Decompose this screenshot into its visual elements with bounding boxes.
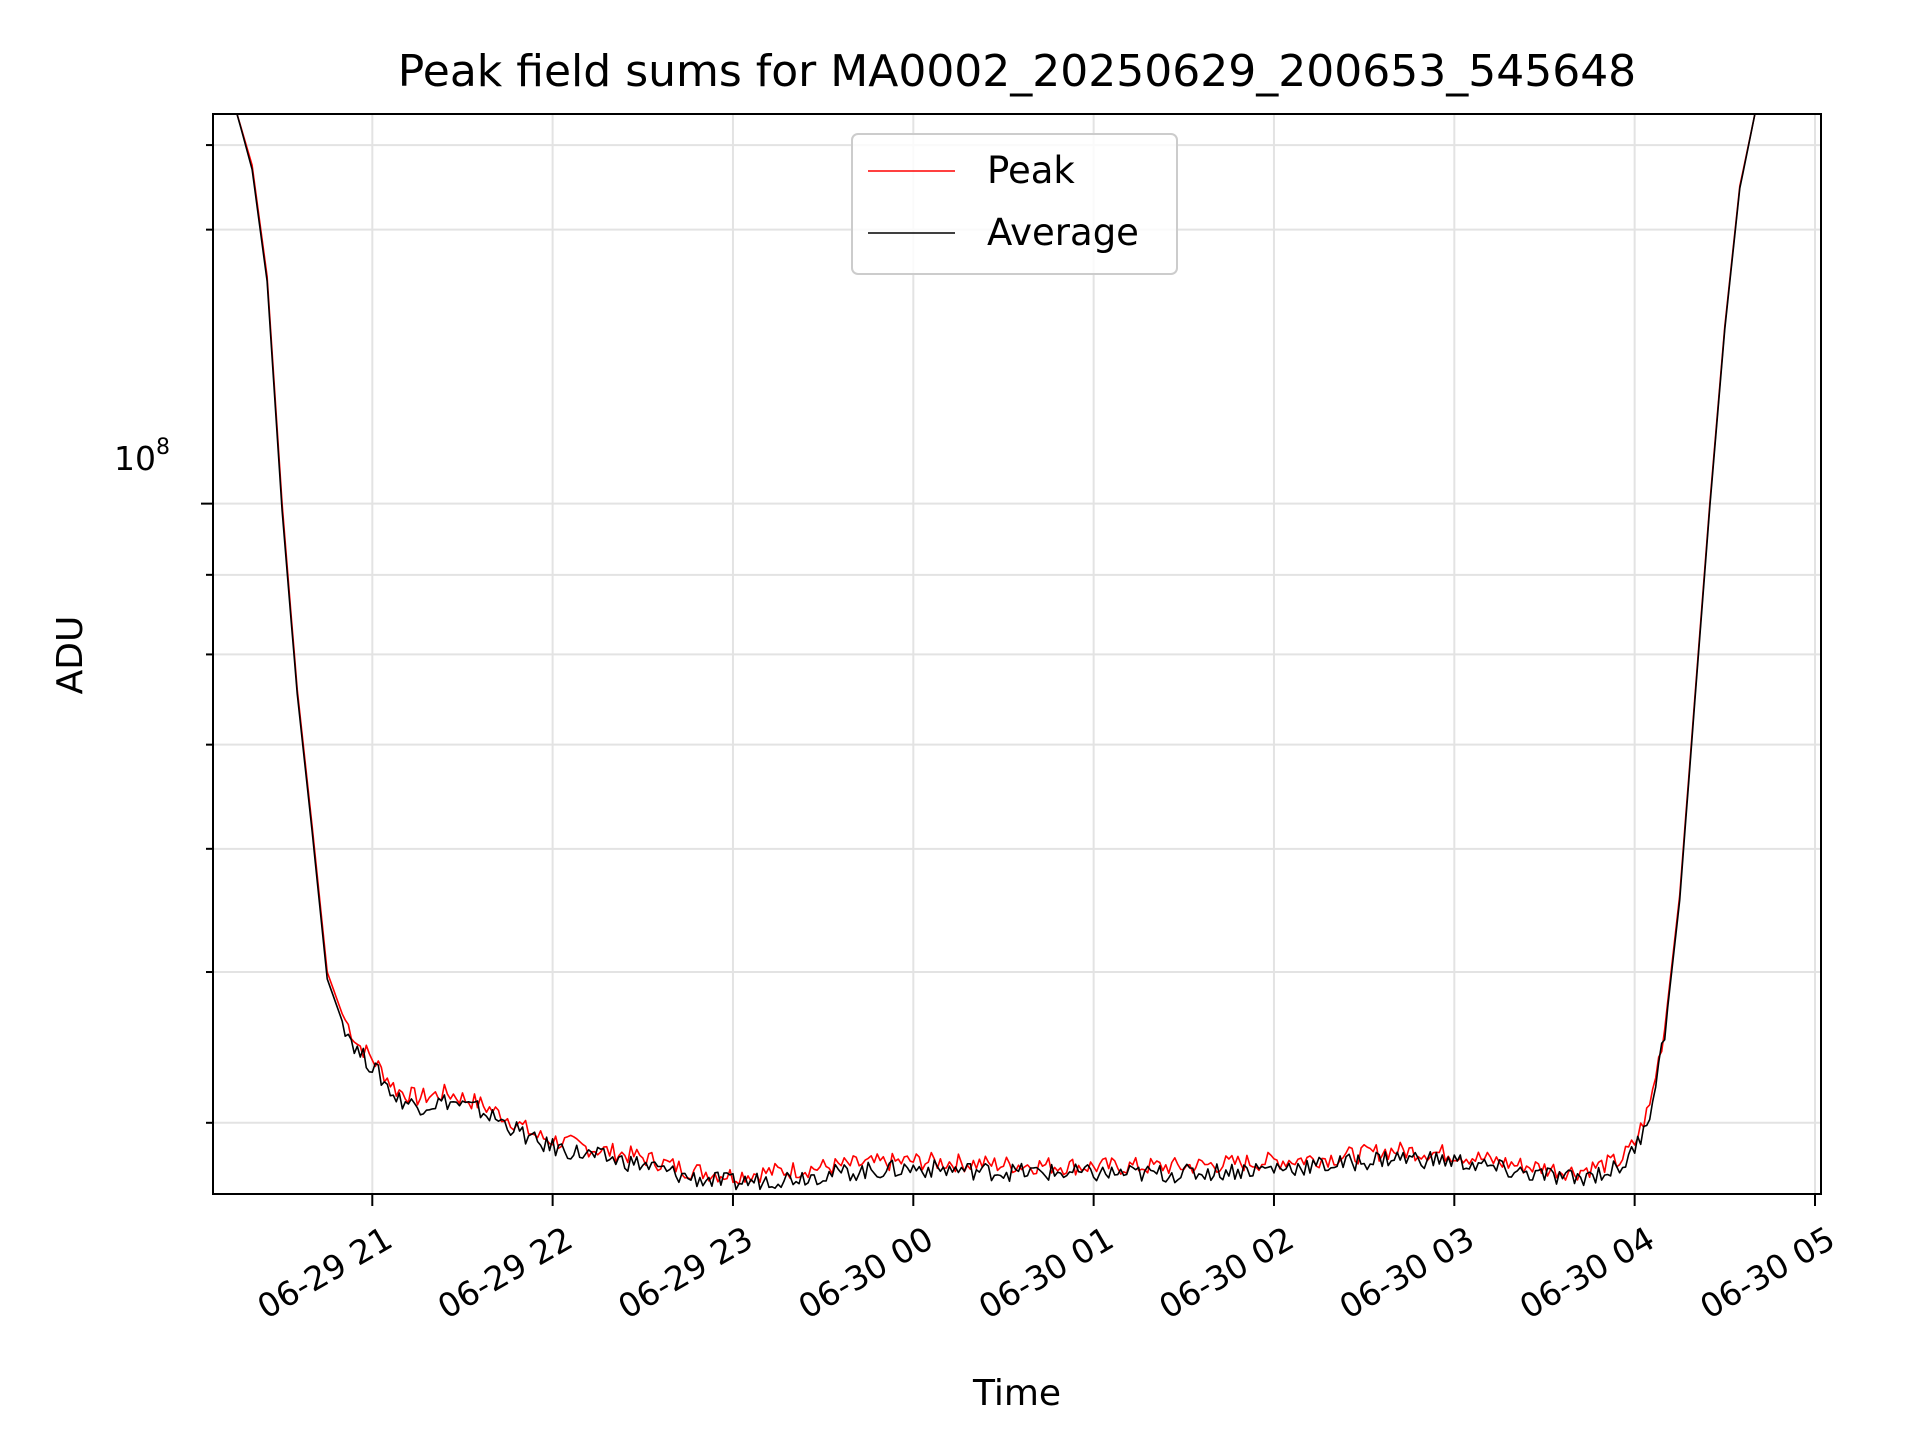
legend-average-label: Average bbox=[987, 211, 1139, 254]
chart-title: Peak field sums for MA0002_20250629_2006… bbox=[398, 46, 1636, 97]
y-axis-label: ADU bbox=[50, 616, 91, 695]
legend-peak-label: Peak bbox=[987, 149, 1075, 192]
legend: Peak Average bbox=[851, 133, 1178, 275]
series-group bbox=[213, 114, 1785, 1191]
y-tick-label-exponent: 8 bbox=[156, 435, 170, 460]
series-line-average bbox=[213, 114, 1785, 1191]
y-tick-label-base: 10 bbox=[114, 439, 156, 478]
gridlines bbox=[213, 114, 1821, 1194]
legend-box bbox=[851, 133, 1178, 275]
y-tick-label: 108 bbox=[114, 435, 170, 478]
y-axis-ticks bbox=[201, 144, 213, 1124]
x-axis-label: Time bbox=[972, 1373, 1061, 1414]
